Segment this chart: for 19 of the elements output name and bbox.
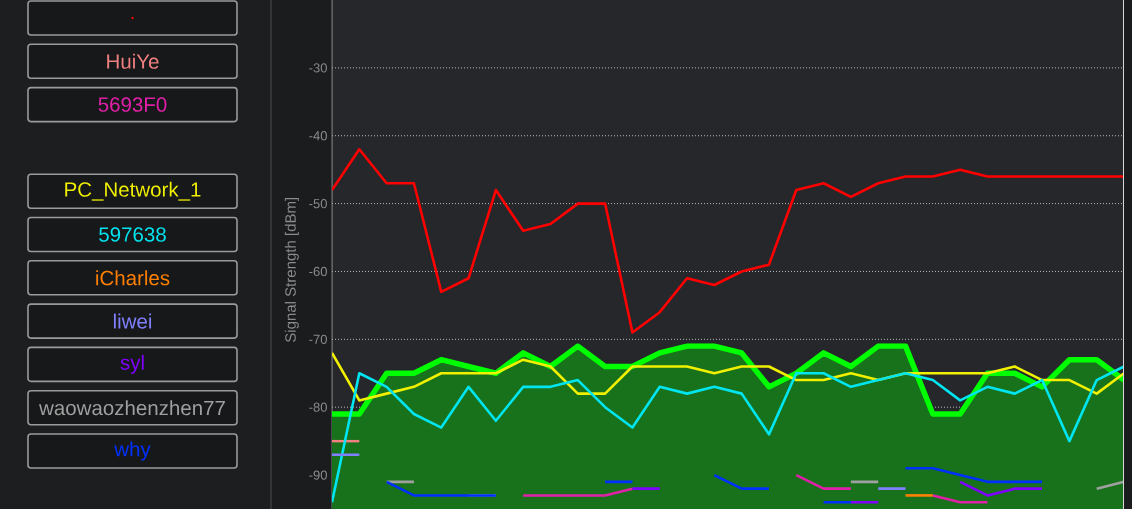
y-tick-label: -90 bbox=[309, 470, 327, 480]
text: iCharles bbox=[96, 270, 170, 286]
line-series bbox=[332, 365, 1125, 504]
y-tick-label: -40 bbox=[309, 131, 327, 141]
y-tick-label: -50 bbox=[309, 198, 327, 209]
y-tick-label: -70 bbox=[309, 334, 327, 344]
text: syl bbox=[120, 354, 144, 374]
text: PC_Network_1 bbox=[65, 181, 201, 201]
y-axis-title: Signal Strength [dBm] bbox=[284, 197, 299, 343]
legend-label: waowaozhenzhen77 bbox=[39, 400, 225, 416]
text: . bbox=[131, 16, 134, 20]
text: liwei bbox=[113, 313, 152, 329]
text: HuiYe bbox=[107, 53, 159, 69]
y-tick-label: -60 bbox=[309, 266, 327, 277]
text: why bbox=[114, 441, 151, 461]
text: 597638 bbox=[99, 227, 166, 242]
y-tick-label: -80 bbox=[309, 402, 327, 412]
y-tick-label: -30 bbox=[309, 63, 327, 73]
text: 5693F0 bbox=[98, 97, 167, 112]
